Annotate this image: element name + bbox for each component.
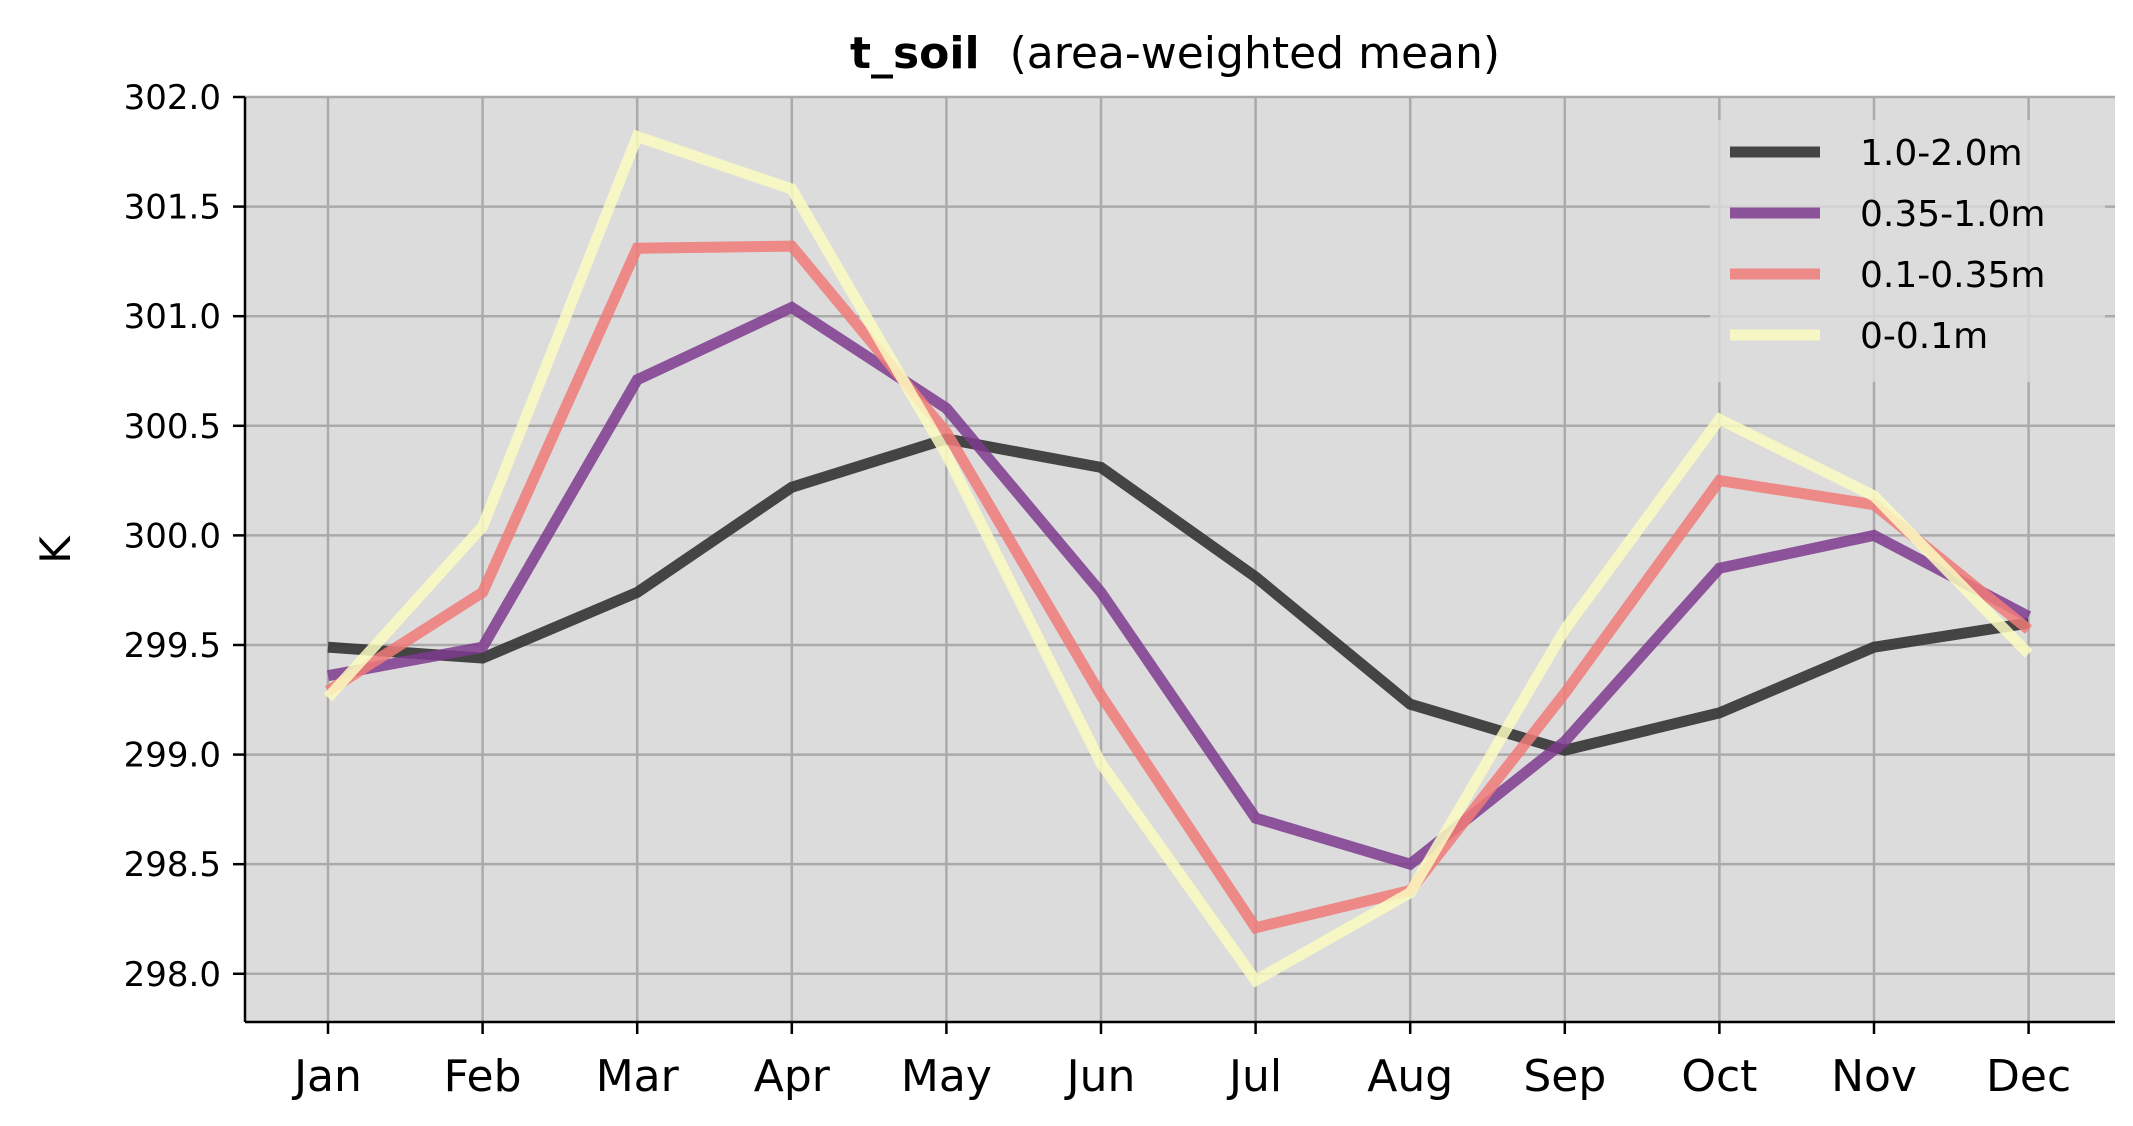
y-tick-label: 301.5 — [124, 188, 221, 228]
data-point — [943, 451, 949, 457]
data-point — [1716, 416, 1722, 422]
series-line-0.1-0.35m — [325, 240, 2033, 934]
x-tick-label: Jan — [291, 1051, 362, 1102]
legend-label: 1.0-2.0m — [1860, 133, 2023, 174]
data-point — [2026, 651, 2032, 657]
data-point — [634, 377, 640, 383]
data-point — [943, 405, 949, 411]
data-point — [1871, 532, 1877, 538]
y-tick-label: 300.5 — [124, 407, 221, 447]
legend-label: 0-0.1m — [1860, 316, 1988, 357]
data-point — [480, 524, 486, 530]
data-point — [789, 186, 795, 192]
legend-label: 0.1-0.35m — [1860, 255, 2045, 296]
y-tick-label: 301.0 — [124, 297, 221, 337]
x-tick-label: Feb — [444, 1051, 522, 1102]
data-point — [943, 429, 949, 435]
data-point — [2026, 627, 2032, 633]
series-line-0.35-1.0m — [327, 301, 2032, 871]
data-point — [1562, 627, 1568, 633]
series-line-1.0-2.0m — [327, 433, 2030, 756]
series-line-0-0.1m — [323, 129, 2033, 988]
legend-box — [1710, 120, 2105, 382]
data-point — [1407, 890, 1413, 896]
x-tick-label: Mar — [596, 1051, 680, 1102]
y-tick-label: 300.0 — [124, 516, 221, 556]
data-point — [1562, 738, 1568, 744]
y-tick-label: 302.0 — [124, 78, 221, 118]
data-point — [480, 589, 486, 595]
data-point — [1871, 493, 1877, 499]
y-tick-label: 298.0 — [124, 955, 221, 995]
data-point — [1407, 701, 1413, 707]
data-point — [1871, 644, 1877, 650]
y-tick-label: 299.5 — [124, 626, 221, 666]
x-tick-label: Aug — [1367, 1051, 1453, 1102]
x-tick-label: Sep — [1523, 1051, 1606, 1102]
data-point — [1253, 574, 1259, 580]
x-tick-label: May — [901, 1051, 992, 1102]
data-point — [1716, 565, 1722, 571]
data-point — [2026, 613, 2032, 619]
data-point — [634, 133, 640, 139]
data-point — [634, 245, 640, 251]
x-tick-label: Jun — [1064, 1051, 1136, 1102]
y-tick-label: 299.0 — [124, 736, 221, 776]
chart-title: t_soil (area-weighted mean) — [850, 28, 1500, 79]
data-point — [789, 304, 795, 310]
data-point — [1407, 861, 1413, 867]
data-point — [789, 484, 795, 490]
data-point — [325, 673, 331, 679]
data-point — [634, 589, 640, 595]
data-point — [1253, 977, 1259, 983]
data-point — [1098, 589, 1104, 595]
data-point — [1098, 760, 1104, 766]
x-tick-label: Oct — [1681, 1051, 1757, 1102]
chart-title-rest: (area-weighted mean) — [1010, 28, 1500, 79]
chart-title-bold: t_soil — [850, 28, 980, 79]
data-point — [1098, 464, 1104, 470]
data-point — [789, 243, 795, 249]
data-point — [1253, 925, 1259, 931]
y-tick-label: 298.5 — [124, 845, 221, 885]
data-point — [1716, 478, 1722, 484]
x-tick-label: Apr — [754, 1051, 831, 1102]
y-axis-label: K — [31, 535, 80, 564]
data-point — [1716, 710, 1722, 716]
data-point — [1562, 690, 1568, 696]
x-tick-label: Jul — [1226, 1051, 1282, 1102]
x-tick-label: Nov — [1831, 1051, 1917, 1102]
x-tick-label: Dec — [1986, 1051, 2071, 1102]
data-point — [325, 644, 331, 650]
data-point — [1098, 692, 1104, 698]
data-point — [1253, 815, 1259, 821]
data-point — [480, 655, 486, 661]
data-point — [480, 644, 486, 650]
legend-label: 0.35-1.0m — [1860, 194, 2045, 235]
data-point — [325, 695, 331, 701]
